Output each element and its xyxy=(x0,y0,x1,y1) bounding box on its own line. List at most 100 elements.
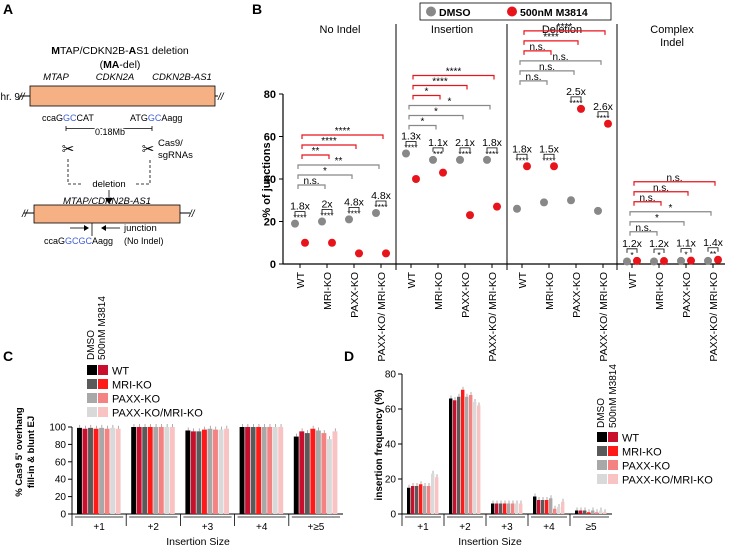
bar xyxy=(561,501,565,514)
panel-b-y-tick-label: 60 xyxy=(264,132,276,144)
panel-b-fold-change: 1.1x xyxy=(676,238,697,250)
panel-b-category-label: WT xyxy=(627,271,639,288)
panel-b-comparison-bracket xyxy=(301,144,357,149)
bar xyxy=(541,500,545,514)
bar xyxy=(457,396,461,514)
gene-label-cdkn2a: CDKN2A xyxy=(96,72,135,83)
panel-b-comparison-bracket xyxy=(519,60,602,65)
panel-b-comparison-label: **** xyxy=(446,67,462,78)
panel-b-category-label: PAXX-KO/ MRI-KO xyxy=(487,272,499,362)
panel-b-fold-bracket xyxy=(432,147,444,152)
panel-b-m3814-point xyxy=(382,249,390,258)
panel-b-m3814-point xyxy=(523,162,531,171)
bar xyxy=(491,503,495,514)
bar xyxy=(321,433,327,514)
panel-b-fold-change: 2x xyxy=(321,199,333,211)
panel-b-fold-bracket xyxy=(486,147,498,152)
panel-b-m3814-point xyxy=(550,162,558,171)
panel-b-comparison-label: **** xyxy=(557,22,573,33)
legend-m3814-marker xyxy=(507,6,517,17)
fused-gene-label: MTAP/CDKN2B-AS1 xyxy=(63,196,151,207)
panel-b-category-label: MRI-KO xyxy=(654,272,666,310)
panel-b-category-label: WT xyxy=(406,271,418,288)
legend-swatch-dmso xyxy=(87,393,97,403)
panel-c-y-axis-label-line2: fill-in & blunt EJ xyxy=(26,416,37,488)
legend-label: PAXX-KO/MRI-KO xyxy=(112,408,203,420)
bar xyxy=(595,512,599,514)
legend-dmso-label: DMSO xyxy=(439,7,471,19)
panel-b-dmso-point xyxy=(513,204,521,213)
panel-b-y-tick-label: 80 xyxy=(264,89,276,101)
category-label: ≥5 xyxy=(585,522,596,533)
panel-b-m3814-point xyxy=(714,255,722,264)
panel-b-y-axis-label: % of junctions xyxy=(261,142,273,217)
bar xyxy=(533,496,537,514)
panel-b-m3814-point xyxy=(301,238,309,247)
scissors-left-icon: ✂ xyxy=(62,141,75,158)
panel-b-category-label: MRI-KO xyxy=(544,272,556,310)
panel-d-legend-m3814-header: 500nM M3814 xyxy=(608,364,619,428)
panel-b-comparison-bracket xyxy=(412,84,468,90)
panel-b-comparison-bracket xyxy=(412,74,495,80)
primer-right-arrow-icon xyxy=(101,225,106,231)
panel-b-fold-significance: * xyxy=(630,250,634,260)
panel-b-comparison-bracket xyxy=(629,211,712,216)
panel-c-x-axis-label: Insertion Size xyxy=(166,536,230,548)
legend-swatch-m3814 xyxy=(608,432,618,442)
panel-b-fold-bracket xyxy=(653,248,665,254)
distance-label-halo: 0.18Mb xyxy=(95,127,125,137)
legend-label: MRI-KO xyxy=(112,380,152,392)
panel-c-legend: WT MRI-KO PAXX-KO PAXX-KO/MRI-KO xyxy=(87,365,203,420)
panel-b-comparison-label: * xyxy=(655,213,659,224)
panel-b-comparison-label: n.s. xyxy=(539,62,555,73)
bar xyxy=(603,512,607,514)
fused-break-right: // xyxy=(188,209,196,220)
panel-b-fold-bracket xyxy=(626,248,638,253)
panel-b-fold-bracket xyxy=(570,96,582,101)
panel-b-axes: 0 20 40 60 80 xyxy=(264,89,725,271)
panel-b-comparison-label: n.s. xyxy=(552,52,568,63)
panel-d-label: D xyxy=(344,348,354,364)
panel-b-m3814-point xyxy=(633,256,641,265)
panel-b-category-label: PAXX-KO xyxy=(460,272,472,318)
scissors-right-icon: ✂ xyxy=(142,141,155,158)
chr-label: Chr. 9 xyxy=(0,92,20,103)
bar xyxy=(158,427,164,514)
bar xyxy=(407,487,411,514)
panel-b: B DMSO 500nM M3814 % of junctions 0 20 40 6… xyxy=(252,1,725,362)
junction-sequence: ccaGGCGCAagg xyxy=(44,236,113,246)
legend-swatch-dmso xyxy=(87,379,97,389)
legend-swatch-m3814 xyxy=(608,446,618,456)
bar xyxy=(88,427,93,514)
panel-b-fold-significance: *** xyxy=(433,149,444,159)
bar xyxy=(461,389,465,514)
legend-swatch-dmso xyxy=(597,446,607,456)
panel-b-category-label: WT xyxy=(517,271,529,288)
panel-b-comparison-label: * xyxy=(323,166,327,177)
panel-b-dmso-point xyxy=(372,209,380,217)
category-label: +4 xyxy=(543,522,555,533)
bar xyxy=(278,427,284,514)
primer-left-arrow-icon xyxy=(84,225,89,231)
bar xyxy=(503,503,507,514)
panel-d: D insertion frequency (%) Insertion Size… xyxy=(344,348,713,548)
panel-b-comparison-bracket xyxy=(301,134,384,139)
bar xyxy=(469,395,473,514)
bar xyxy=(591,510,595,514)
gene-locus-bar xyxy=(29,85,216,107)
panel-a-title: MTAP/CDKN2B-AS1 deletion xyxy=(51,45,189,57)
panel-b-comparison-bracket xyxy=(633,191,689,196)
bar xyxy=(473,402,477,514)
bar xyxy=(190,431,196,514)
panel-b-fold-change: 1.8x xyxy=(290,201,311,213)
panel-d-legend-dmso-header: DMSO xyxy=(596,398,607,428)
bar xyxy=(583,510,587,514)
panel-c-legend-m3814-header: 500nM M3814 xyxy=(97,296,108,360)
category-label: +≥5 xyxy=(307,522,324,533)
bar xyxy=(142,427,148,514)
panel-b-dmso-point xyxy=(456,155,464,164)
panel-b-comparison-label: n.s. xyxy=(303,176,319,187)
panel-b-comparison-label: n.s. xyxy=(653,183,669,194)
bar xyxy=(213,429,218,514)
panel-b-fold-change: 1.1x xyxy=(428,137,449,149)
